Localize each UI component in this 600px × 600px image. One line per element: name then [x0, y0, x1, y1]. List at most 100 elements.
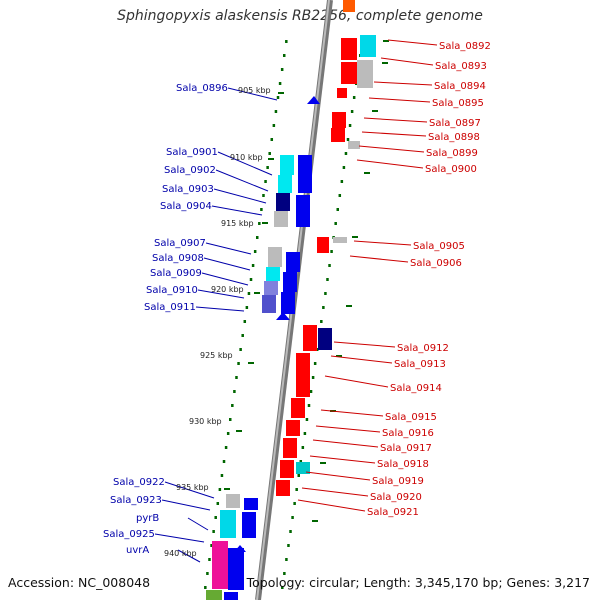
- right-gene-label: Sala_0917: [380, 443, 432, 454]
- left-label-connector: [217, 151, 273, 176]
- left-gene-label: Sala_0896: [176, 83, 228, 94]
- track-tick: [262, 222, 268, 224]
- right-label-connector: [361, 131, 427, 137]
- right-dotted-track-dot: [336, 208, 339, 211]
- right-dotted-track-dot: [344, 152, 348, 155]
- gene-block: [341, 38, 357, 60]
- left-dotted-track-dot: [282, 54, 286, 57]
- gene-block: [283, 438, 297, 458]
- gene-block: [318, 328, 332, 350]
- left-dotted-track-dot: [235, 376, 238, 379]
- right-dotted-track-dot: [305, 418, 309, 421]
- right-dotted-track-dot: [287, 544, 290, 547]
- right-dotted-track-dot: [348, 124, 352, 127]
- kbp-tick-label: 930 kbp: [189, 417, 222, 426]
- gene-block: [286, 420, 300, 436]
- track-tick: [364, 172, 370, 174]
- right-dotted-track-dot: [322, 306, 325, 309]
- gene-block: [276, 193, 290, 211]
- left-dotted-track-dot: [222, 460, 226, 463]
- left-gene-label: Sala_0908: [152, 253, 204, 264]
- right-dotted-track-dot: [352, 96, 356, 99]
- left-label-connector: [187, 517, 209, 531]
- dotted-tracks: [204, 40, 389, 589]
- left-label-connector: [203, 257, 251, 271]
- left-gene-label: pyrB: [136, 513, 159, 524]
- left-gene-label: Sala_0901: [166, 147, 218, 158]
- track-tick: [312, 520, 318, 522]
- label-connectors: [154, 39, 438, 563]
- track-tick: [236, 430, 242, 432]
- left-label-connector: [177, 549, 201, 563]
- right-dotted-track-dot: [338, 194, 342, 197]
- kbp-tick-label: 905 kbp: [238, 86, 271, 95]
- right-gene-label: Sala_0898: [428, 132, 480, 143]
- left-gene-label: Sala_0902: [164, 165, 216, 176]
- right-dotted-track-dot: [311, 376, 315, 379]
- gene-block: [337, 88, 347, 98]
- right-label-connector: [330, 355, 393, 364]
- left-gene-label: Sala_0925: [103, 529, 155, 540]
- gene-block: [274, 211, 288, 227]
- gene-block: [357, 60, 373, 88]
- gene-arrowhead: [245, 498, 256, 506]
- right-dotted-track-dot: [295, 488, 298, 491]
- gene-block: [317, 237, 329, 253]
- left-label-connector: [227, 87, 278, 101]
- left-dotted-track-dot: [237, 362, 240, 365]
- right-dotted-track-dot: [324, 292, 327, 295]
- left-label-connector: [164, 481, 215, 499]
- left-dotted-track-dot: [233, 390, 236, 393]
- right-dotted-track-dot: [313, 362, 317, 365]
- left-gene-label: Sala_0909: [150, 268, 202, 279]
- left-dotted-track-dot: [206, 572, 209, 575]
- right-gene-label: Sala_0920: [370, 492, 422, 503]
- right-label-connector: [353, 240, 412, 246]
- kbp-tick-label: 925 kbp: [200, 351, 233, 360]
- left-dotted-track-dot: [270, 138, 274, 141]
- left-dotted-track-dot: [243, 320, 247, 323]
- gene-block: [296, 353, 310, 397]
- left-dotted-track-dot: [278, 82, 282, 85]
- right-gene-label: Sala_0914: [390, 383, 442, 394]
- left-dotted-track-dot: [212, 530, 215, 533]
- left-label-connector: [201, 272, 249, 286]
- right-gene-label: Sala_0913: [394, 359, 446, 370]
- gene-labels: 905 kbp 910 kbp 915 kbp 920 kbp 925 kbp 930 k…: [103, 41, 491, 558]
- left-dotted-track-dot: [258, 222, 261, 225]
- track-tick: [268, 158, 274, 160]
- right-label-connector: [356, 159, 424, 169]
- track-tick: [336, 355, 342, 357]
- right-gene-label: Sala_0900: [425, 164, 477, 175]
- left-gene-label: uvrA: [126, 545, 149, 556]
- right-dotted-track-dot: [334, 222, 337, 225]
- kbp-tick-label: 910 kbp: [230, 153, 263, 162]
- left-dotted-track-dot: [255, 236, 259, 239]
- right-dotted-track-dot: [297, 474, 300, 477]
- track-tick: [352, 236, 358, 238]
- right-label-connector: [380, 57, 434, 66]
- left-dotted-track-dot: [218, 488, 222, 491]
- left-gene-label: Sala_0910: [146, 285, 198, 296]
- gene-block: [296, 195, 310, 227]
- gene-block: [286, 252, 300, 272]
- left-dotted-track-dot: [268, 152, 271, 155]
- kbp-tick-label: 940 kbp: [164, 549, 197, 558]
- right-dotted-track-dot: [307, 404, 311, 407]
- right-gene-label: Sala_0892: [439, 41, 491, 52]
- gene-block: [280, 460, 294, 478]
- left-dotted-track-dot: [280, 68, 284, 71]
- right-dotted-track-dot: [326, 278, 329, 281]
- left-gene-label: Sala_0911: [144, 302, 196, 313]
- left-dotted-track-dot: [285, 40, 288, 43]
- gene-block: [206, 590, 222, 600]
- left-dotted-track-dot: [253, 250, 257, 253]
- right-gene-label: Sala_0919: [372, 476, 424, 487]
- gene-arrowhead: [234, 545, 246, 552]
- right-label-connector: [309, 455, 376, 464]
- kbp-tick-label: 915 kbp: [221, 219, 254, 228]
- gene-block: [341, 62, 357, 84]
- right-gene-label: Sala_0897: [429, 118, 481, 129]
- right-label-connector: [358, 145, 425, 153]
